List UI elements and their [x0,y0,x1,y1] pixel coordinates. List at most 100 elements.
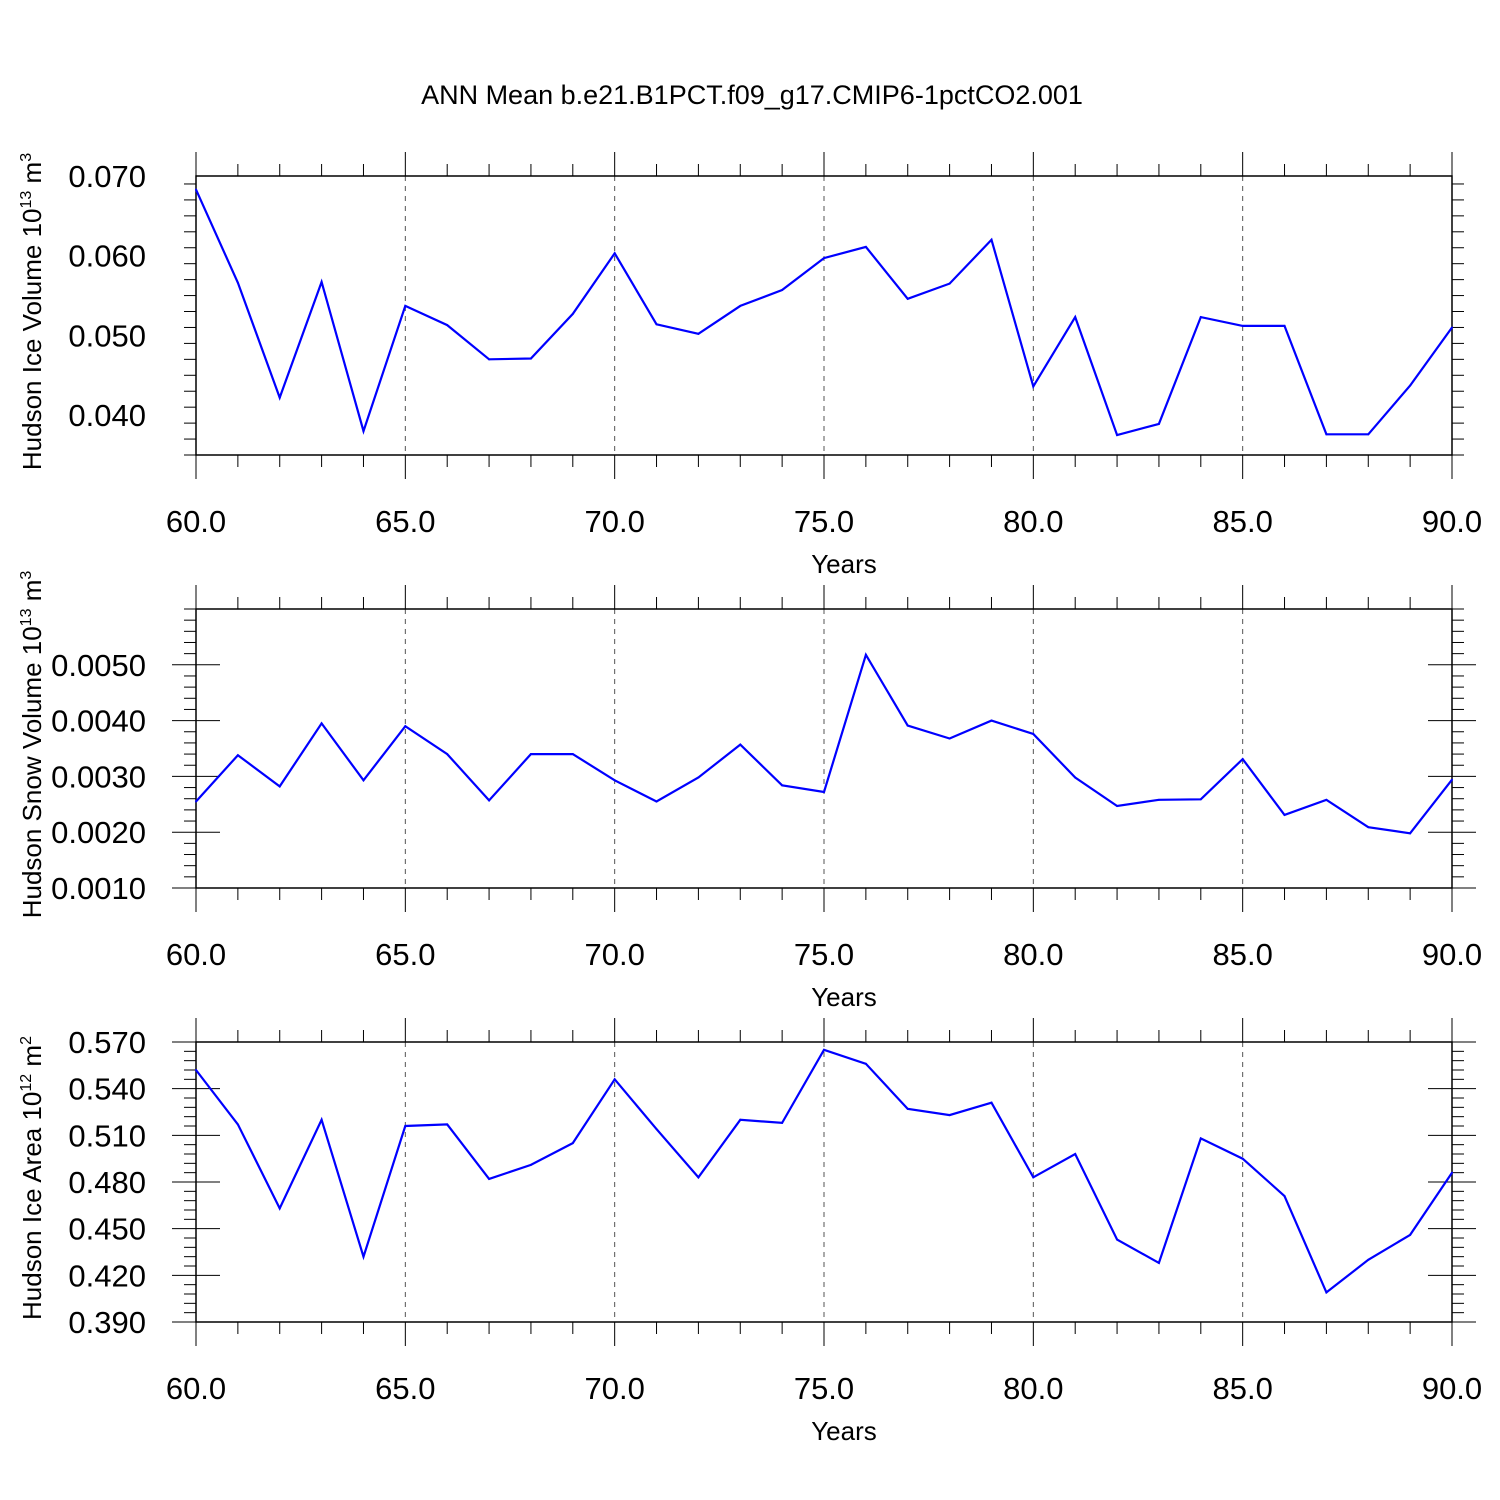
data-point [488,358,491,361]
data-point [278,1207,281,1210]
data-point [990,1101,993,1104]
data-point [1367,1258,1370,1261]
data-point [1451,326,1453,329]
data-point [697,332,700,335]
data-point [320,722,323,725]
y-axis-title-exponent: 13 [18,191,35,209]
y-tick-label: 0.570 [68,1025,146,1060]
data-point [404,304,407,307]
data-point [529,357,532,360]
data-point [990,238,993,241]
x-tick-label: 90.0 [1422,504,1482,539]
data-point [362,1255,365,1258]
data-point [697,1176,700,1179]
data-point [1367,433,1370,436]
y-axis-title: Hudson Snow Volume 1013 m3 [17,571,47,919]
y-tick-label: 0.450 [68,1212,146,1247]
data-point [948,282,951,285]
data-point [864,1062,867,1065]
chart-panel-1: 60.0 65.0 70.0 75.0 80.0 85.0 90.0 0.040 0.050 0.… [17,152,1482,579]
data-point [1241,1157,1244,1160]
x-tick-label: 70.0 [584,504,644,539]
y-axis-title-text: Hudson Snow Volume 10 [17,626,47,918]
x-axis-title: Years [811,549,877,579]
x-tick-label: 85.0 [1212,504,1272,539]
data-point [613,1078,616,1081]
data-point [906,297,909,300]
data-point [446,753,449,756]
data-point [1157,798,1160,801]
y-tick-label: 0.070 [68,159,146,194]
data-point [446,324,449,327]
data-point [864,653,867,656]
x-tick-label: 85.0 [1212,1371,1272,1406]
figure-title: ANN Mean b.e21.B1PCT.f09_g17.CMIP6-1pctC… [421,80,1083,110]
x-tick-label: 80.0 [1003,1371,1063,1406]
x-tick-label: 75.0 [794,937,854,972]
data-point [236,1123,239,1126]
data-point [1325,798,1328,801]
y-tick-label: 0.0050 [51,648,146,683]
data-point [1241,324,1244,327]
data-point [990,719,993,722]
data-point [823,1048,825,1051]
data-point [1157,1261,1160,1264]
data-point [1325,1291,1328,1294]
x-tick-label: 60.0 [166,504,226,539]
data-point [571,312,574,315]
y-axis-title-exponent: 12 [18,1074,35,1092]
data-point [739,304,742,307]
y-tick-label: 0.420 [68,1258,146,1293]
data-point [697,776,700,779]
data-point [488,1177,491,1180]
x-tick-label: 60.0 [166,937,226,972]
x-tick-label: 75.0 [794,1371,854,1406]
data-point [1199,1137,1202,1140]
x-tick-label: 60.0 [166,1371,226,1406]
data-point [1409,832,1412,835]
data-point [362,779,365,782]
data-point [571,753,574,756]
data-point [236,281,239,284]
y-tick-label: 0.0010 [51,871,146,906]
data-point [781,784,784,787]
y-tick-label: 0.0020 [51,815,146,850]
x-tick-label: 90.0 [1422,1371,1482,1406]
data-point [1116,434,1119,437]
data-point [1325,433,1328,436]
x-axis-title: Years [811,1416,877,1446]
data-point [278,785,281,788]
data-point [1032,1176,1035,1179]
y-axis-title-unit: m [17,162,47,191]
data-point [781,288,784,291]
data-point [529,1163,532,1166]
data-point [1199,798,1202,801]
data-point [1367,826,1370,829]
data-point [1074,1153,1077,1155]
x-tick-label: 70.0 [584,937,644,972]
chart-panels: 60.0 65.0 70.0 75.0 80.0 85.0 90.0 0.040 0.050 0.… [17,152,1482,1446]
data-point [613,779,616,782]
data-point [739,1118,742,1121]
data-point [906,1107,909,1110]
y-axis-title-unit-exponent: 3 [18,153,35,162]
data-point [948,737,951,740]
data-point [781,1121,784,1124]
data-point [195,800,197,803]
data-point [404,725,407,728]
data-point [655,1128,658,1131]
data-point [1116,1238,1119,1241]
y-axis-title-text: Hudson Ice Volume 10 [17,208,47,470]
x-tick-label: 65.0 [375,937,435,972]
data-point [864,245,867,248]
data-point [1451,1171,1453,1174]
data-point [195,188,197,191]
chart-panel-2: 60.0 65.0 70.0 75.0 80.0 85.0 90.0 0.0010 0.0020… [17,571,1482,1012]
data-point [1074,776,1077,779]
x-tick-label: 90.0 [1422,937,1482,972]
data-point [488,799,491,802]
data-point [195,1069,197,1071]
y-axis-title: Hudson Ice Area 1012 m2 [17,1036,47,1320]
data-point [1241,758,1244,761]
